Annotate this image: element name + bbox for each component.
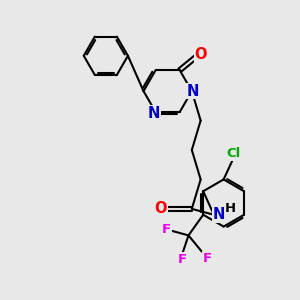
Text: Cl: Cl <box>227 147 241 160</box>
Text: F: F <box>162 223 171 236</box>
Text: H: H <box>224 202 236 215</box>
Text: F: F <box>178 253 187 266</box>
Text: O: O <box>195 47 207 62</box>
Text: F: F <box>203 252 212 265</box>
Text: N: N <box>187 84 200 99</box>
Text: N: N <box>213 207 225 222</box>
Text: N: N <box>148 106 160 121</box>
Text: O: O <box>154 201 167 216</box>
